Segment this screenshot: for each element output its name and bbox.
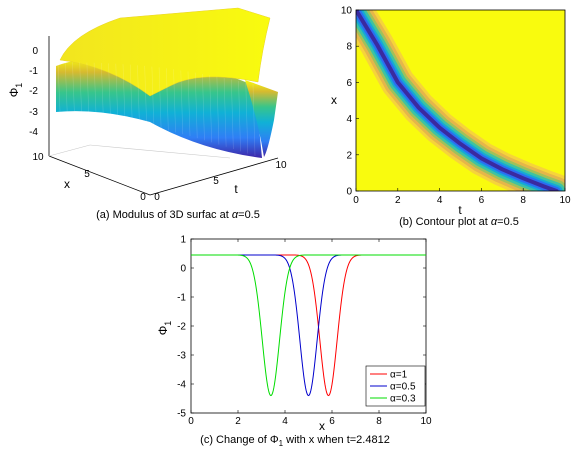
caption-a: (a) Modulus of 3D surfac at α=0.5: [96, 209, 260, 221]
b-xlabel: t: [458, 203, 462, 217]
b-xtick-label: 4: [437, 195, 443, 206]
a-mesh-line: [180, 70, 184, 135]
a-ttick-0: 0: [154, 192, 160, 203]
c-ytick-label: -4: [177, 380, 186, 391]
b-ytick-label: 4: [346, 114, 352, 125]
a-ttick-1: 5: [213, 176, 219, 187]
a-surface-mesh: [57, 61, 256, 157]
a-mesh-line: [129, 64, 133, 123]
a-xlabel: x: [64, 177, 70, 191]
a-mesh-line: [173, 69, 176, 133]
b-xtick-label: 8: [520, 195, 526, 206]
a-ztick-3: -3: [29, 107, 38, 118]
a-mesh-line: [108, 63, 111, 120]
a-zlabel: Φ1: [7, 83, 24, 98]
c-ytick-label: -5: [177, 409, 186, 420]
b-ytick-label: 8: [346, 42, 352, 53]
a-mesh-line: [166, 68, 169, 131]
a-mesh-line: [223, 78, 227, 147]
a-xtick-1: 5: [84, 169, 90, 180]
b-xtick-label: 2: [395, 195, 401, 206]
a-mesh-line: [151, 66, 155, 128]
c-ytick-label: -1: [177, 293, 186, 304]
c-xtick-label: 8: [376, 416, 382, 427]
b-ytick-label: 2: [346, 150, 352, 161]
a-mesh-line: [101, 63, 104, 118]
a-ztick-2: -2: [29, 86, 38, 97]
caption-b: (b) Contour plot at α=0.5: [399, 216, 519, 228]
a-mesh-line: [115, 63, 119, 121]
a-mesh-line: [231, 79, 234, 150]
a-ztick-0: 0: [32, 46, 38, 57]
a-mesh-line: [64, 62, 68, 113]
a-mesh-line: [93, 62, 97, 117]
a-mesh-line: [79, 62, 82, 115]
a-mesh-line: [144, 65, 147, 126]
a-axis-x: [48, 155, 151, 196]
c-ylabel: Φ1: [156, 321, 173, 336]
a-mesh-line: [194, 72, 198, 139]
c-ytick-label: 1: [180, 235, 186, 246]
a-mesh-line: [122, 64, 126, 122]
c-ytick-label: -2: [177, 322, 186, 333]
c-legend-label: α=0.5: [390, 382, 416, 393]
b-xtick-label: 10: [559, 195, 571, 206]
a-mesh-line: [202, 73, 205, 141]
a-tlabel: t: [234, 182, 238, 196]
c-xlabel: x: [319, 419, 325, 433]
a-surface-front: [56, 57, 262, 158]
a-xtick-0: 10: [32, 152, 44, 163]
a-mesh-line: [72, 62, 75, 114]
a-ztick-1: -1: [29, 66, 38, 77]
c-xtick-label: 2: [235, 416, 241, 427]
c-legend-label: α=1: [390, 370, 408, 381]
a-mesh-line: [209, 75, 212, 143]
a-axis-t: [149, 157, 279, 196]
b-contour-level: [356, 10, 559, 191]
panel-b: 0 2 4 6 8 10 0 2 4 6 8 10 t x (b) Contour plot at α…: [331, 6, 571, 229]
b-contour-band: [356, 10, 565, 191]
b-ylabel: x: [331, 93, 337, 107]
a-mesh-line: [252, 83, 256, 157]
a-xtick-2: 0: [140, 192, 146, 203]
c-xtick-label: 10: [420, 416, 432, 427]
a-mesh-line: [187, 71, 191, 137]
a-surface-trough: [245, 80, 278, 157]
c-ytick-label: -3: [177, 351, 186, 362]
b-ytick-label: 6: [346, 78, 352, 89]
a-mesh-line: [57, 61, 61, 113]
c-legend: α=1α=0.5α=0.3: [365, 365, 426, 407]
panel-a: 0 -1 -2 -3 -4 Φ1 10 5 0 x 0 5 10 t (a) M…: [7, 7, 287, 221]
b-ytick-label: 0: [346, 187, 352, 198]
c-xtick-label: 6: [329, 416, 335, 427]
a-mesh-line: [245, 82, 249, 154]
a-mesh-line: [86, 62, 90, 116]
a-surface-top: [59, 7, 271, 97]
b-xtick-label: 0: [353, 195, 359, 206]
caption-c: (c) Change of Φ1 with x when t=2.4812: [200, 434, 390, 448]
c-xtick-label: 0: [188, 416, 194, 427]
b-xtick-label: 6: [479, 195, 485, 206]
a-mesh-line: [216, 76, 220, 145]
c-series-line: [191, 254, 426, 397]
c-legend-label: α=0.3: [390, 394, 416, 405]
b-ytick-label: 10: [341, 6, 353, 17]
a-mesh-line: [158, 67, 162, 129]
c-xtick-label: 4: [282, 416, 288, 427]
a-ztick-4: -4: [29, 127, 38, 138]
c-ytick-label: 0: [180, 264, 186, 275]
a-mesh-line: [137, 65, 140, 125]
a-ttick-2: 10: [275, 160, 287, 171]
a-mesh-line: [238, 80, 241, 152]
